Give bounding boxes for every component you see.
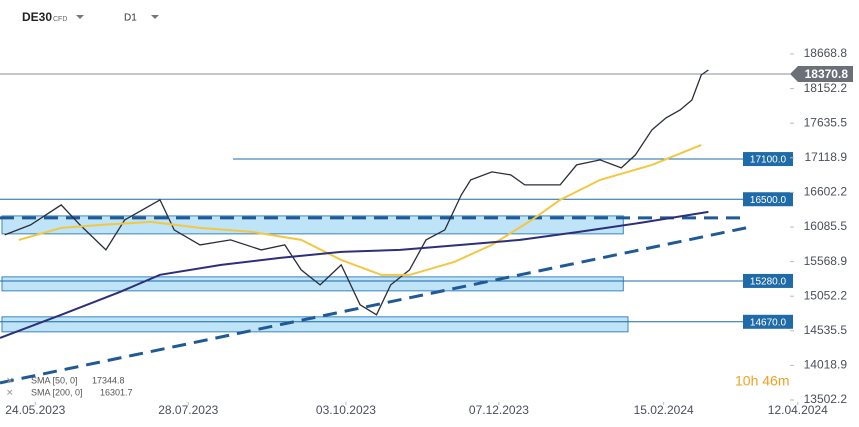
interval-dropdown[interactable] xyxy=(151,15,159,19)
symbol[interactable]: DE30 xyxy=(22,10,52,24)
y-tick-label: 14018.9 xyxy=(804,358,848,372)
zone xyxy=(1,276,624,292)
y-tick-label: 16085.5 xyxy=(804,219,848,233)
legend-value: 17344.8 xyxy=(92,375,125,385)
level-label-box xyxy=(743,192,793,207)
x-tick-label: 15.02.2024 xyxy=(634,403,694,417)
x-tick-label: 03.10.2023 xyxy=(316,403,376,417)
last-price-label: 18370.8 xyxy=(805,67,849,81)
timer: 10h 46m xyxy=(735,373,789,389)
level-label-box xyxy=(743,273,793,288)
y-tick-label: 18152.2 xyxy=(804,81,848,95)
legend-x: ✕ xyxy=(6,387,14,397)
interval[interactable]: D1 xyxy=(124,13,137,24)
y-tick-label: 14535.5 xyxy=(804,323,848,337)
level-label: 16500.0 xyxy=(750,195,787,206)
sma-line xyxy=(18,143,702,276)
level-label: 14670.0 xyxy=(750,317,787,328)
y-tick-label: 17118.9 xyxy=(805,150,848,164)
legend-value: 16301.7 xyxy=(100,387,133,397)
y-tick-label: 15052.2 xyxy=(804,288,848,302)
level-label: 17100.0 xyxy=(750,155,787,166)
level-label-box xyxy=(743,314,793,329)
x-tick-label: 28.07.2023 xyxy=(158,403,218,417)
y-tick-label: 17635.5 xyxy=(804,115,848,129)
legend-name: SMA [50, 0] xyxy=(31,375,78,385)
level-label: 15280.0 xyxy=(750,277,787,288)
level-label-box xyxy=(743,152,793,167)
legend-x: ✕ xyxy=(6,375,14,385)
symbol-dropdown[interactable] xyxy=(76,15,84,19)
x-tick-label: 24.05.2023 xyxy=(5,403,65,417)
y-tick-label: 18668.8 xyxy=(804,46,848,60)
y-tick-label: 15568.9 xyxy=(804,254,848,268)
price-line xyxy=(4,69,709,316)
last-price-box xyxy=(790,65,853,82)
trendline xyxy=(0,225,752,385)
y-tick-label: 16602.2 xyxy=(804,185,848,199)
zone xyxy=(1,316,629,333)
plot: 17100.0 16500.0 15280.0 14670.0 xyxy=(0,69,793,385)
x-tick-label: 07.12.2023 xyxy=(469,403,529,417)
x-tick-label: 12.04.2024 xyxy=(768,403,828,417)
sma-line xyxy=(0,210,709,339)
legend-name: SMA [200, 0] xyxy=(31,387,83,397)
instrument-type: CFD xyxy=(53,16,67,23)
y-tick-label: 13502.2 xyxy=(804,392,848,406)
